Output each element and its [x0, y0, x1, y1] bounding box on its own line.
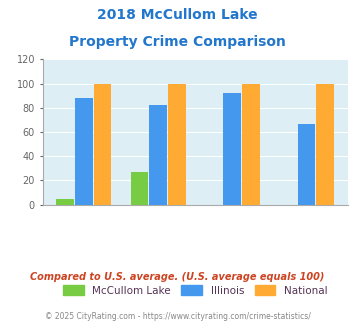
Legend: McCullom Lake, Illinois, National: McCullom Lake, Illinois, National [63, 285, 327, 296]
Bar [56, 199, 74, 205]
Text: © 2025 CityRating.com - https://www.cityrating.com/crime-statistics/: © 2025 CityRating.com - https://www.city… [45, 312, 310, 321]
Bar [168, 83, 186, 205]
Bar [316, 83, 334, 205]
Bar [94, 83, 111, 205]
Text: Compared to U.S. average. (U.S. average equals 100): Compared to U.S. average. (U.S. average … [30, 272, 325, 282]
Bar [223, 93, 241, 205]
Bar [242, 83, 260, 205]
Text: 2018 McCullom Lake: 2018 McCullom Lake [97, 8, 258, 22]
Bar [131, 172, 148, 205]
Text: Property Crime Comparison: Property Crime Comparison [69, 35, 286, 49]
Bar [297, 123, 316, 205]
Bar [75, 98, 93, 205]
Bar [149, 105, 167, 205]
